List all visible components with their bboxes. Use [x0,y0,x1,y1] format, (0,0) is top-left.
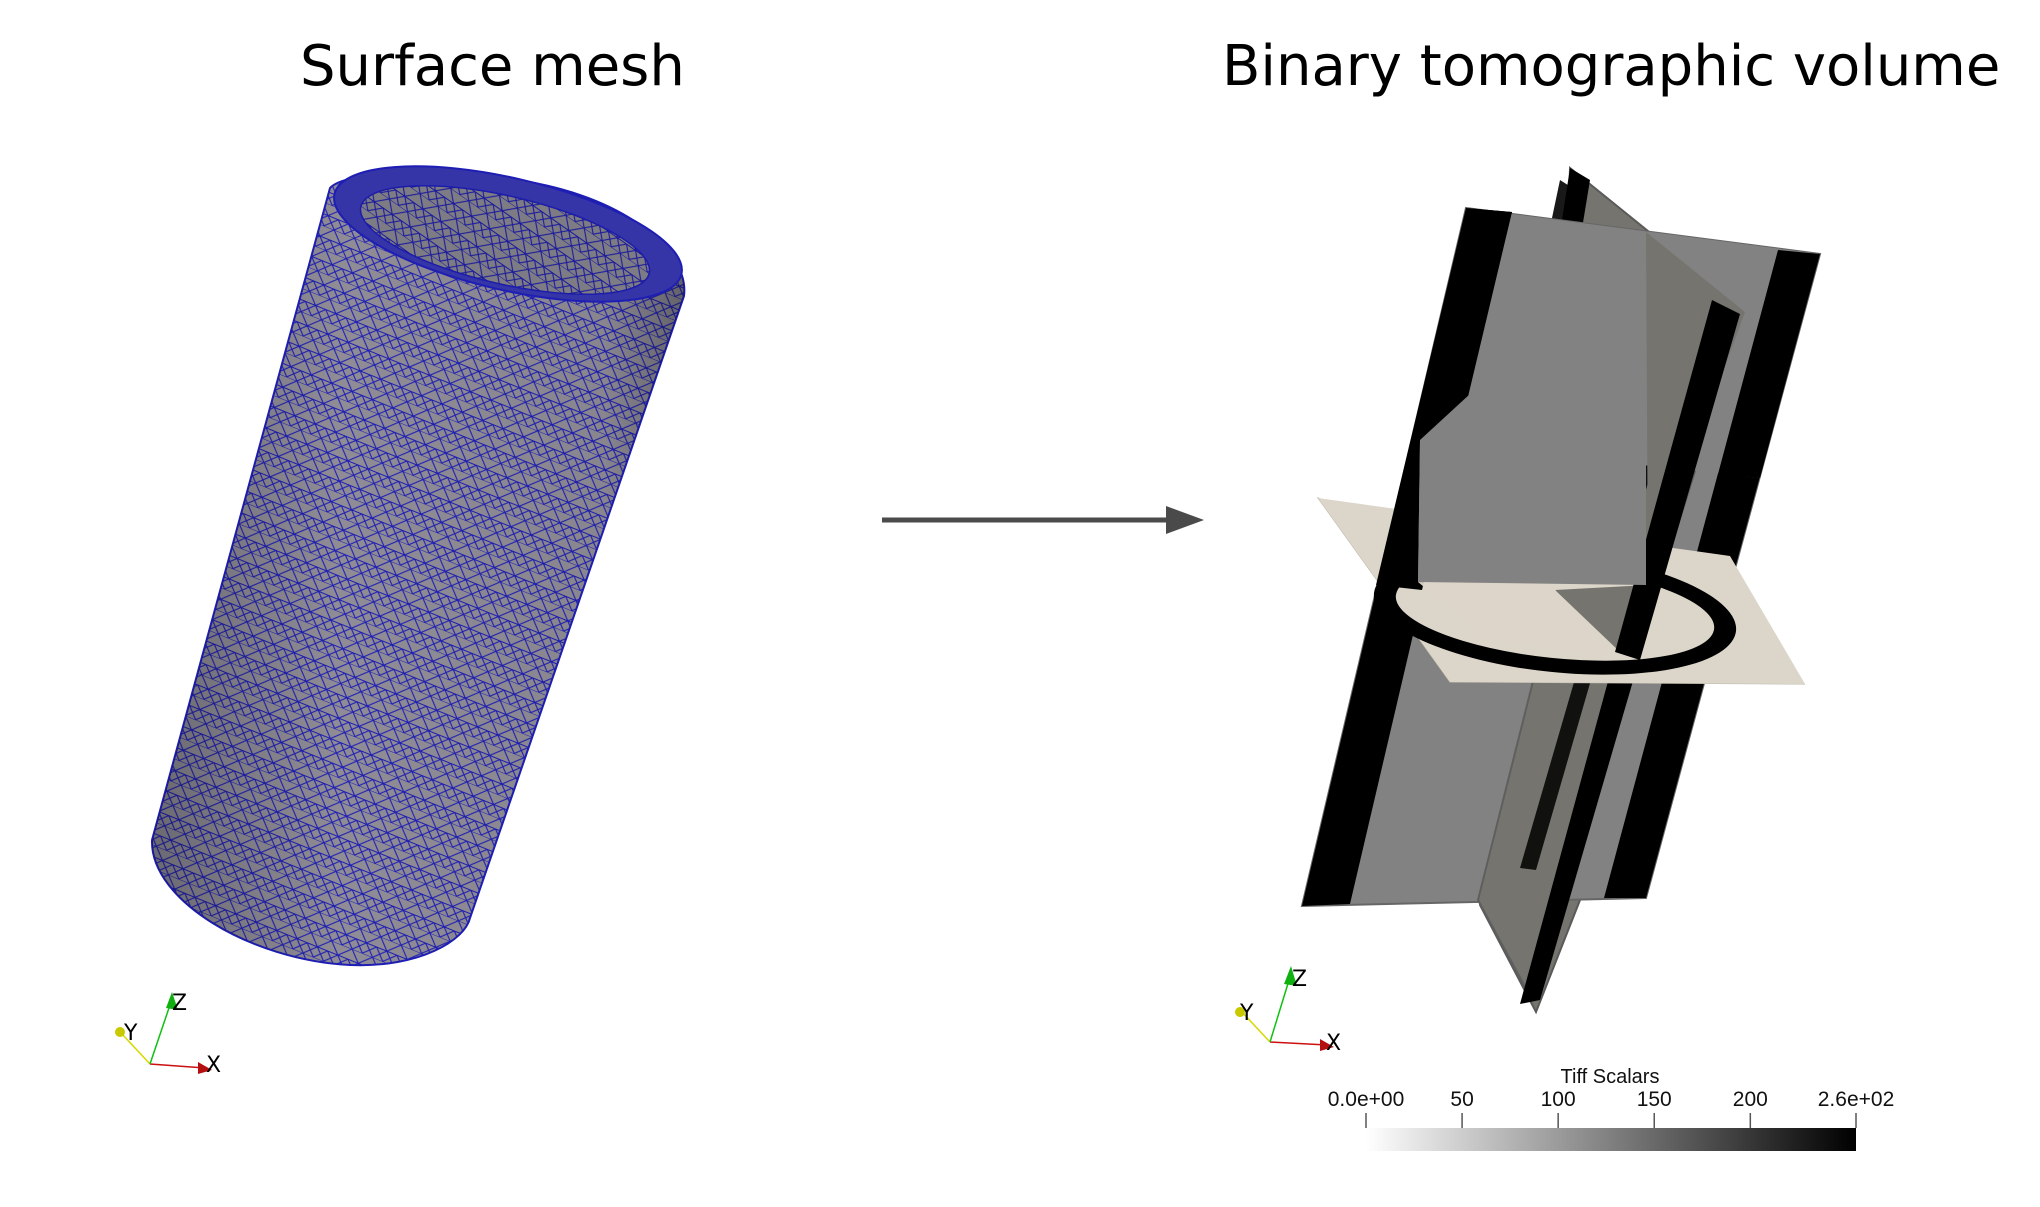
colorbar-tick-label: 0.0e+00 [1328,1088,1405,1111]
surface-mesh-title: Surface mesh [300,34,685,99]
orientation-axes-right: X Y Z [1235,966,1341,1056]
y-axis-label: Y [123,1021,138,1046]
colorbar-gradient [1366,1128,1856,1151]
colorbar-tick-label: 2.6e+02 [1818,1088,1895,1111]
arrow-head [1166,506,1204,534]
colorbar-tick-label: 200 [1733,1088,1768,1111]
x-axis-label: X [206,1053,221,1078]
cylinder-inner-opening [359,184,651,296]
z-axis-label: Z [1292,967,1307,992]
colorbar-tick-label: 100 [1541,1088,1576,1111]
surface-mesh-cylinder [150,165,686,967]
orientation-axes-left: X Y Z [115,991,221,1078]
z-axis-cone [166,992,178,1010]
scalar-colorbar: Tiff Scalars 0.0e+00 50 100 150 200 2.6e+02 [1328,1066,1895,1151]
z-axis-label: Z [172,991,187,1016]
colorbar-tick-label: 50 [1450,1088,1473,1111]
x-axis-label: X [1326,1031,1341,1056]
colorbar-title: Tiff Scalars [1561,1066,1660,1088]
tomographic-volume-title: Binary tomographic volume [1222,34,2001,99]
tomographic-volume [1300,165,1822,1015]
transform-arrow [882,506,1204,534]
x-axis-cone [198,1062,212,1074]
colorbar-tick-label: 150 [1637,1088,1672,1111]
y-axis-label: Y [1239,1001,1254,1026]
box-front-face [1418,582,1616,660]
